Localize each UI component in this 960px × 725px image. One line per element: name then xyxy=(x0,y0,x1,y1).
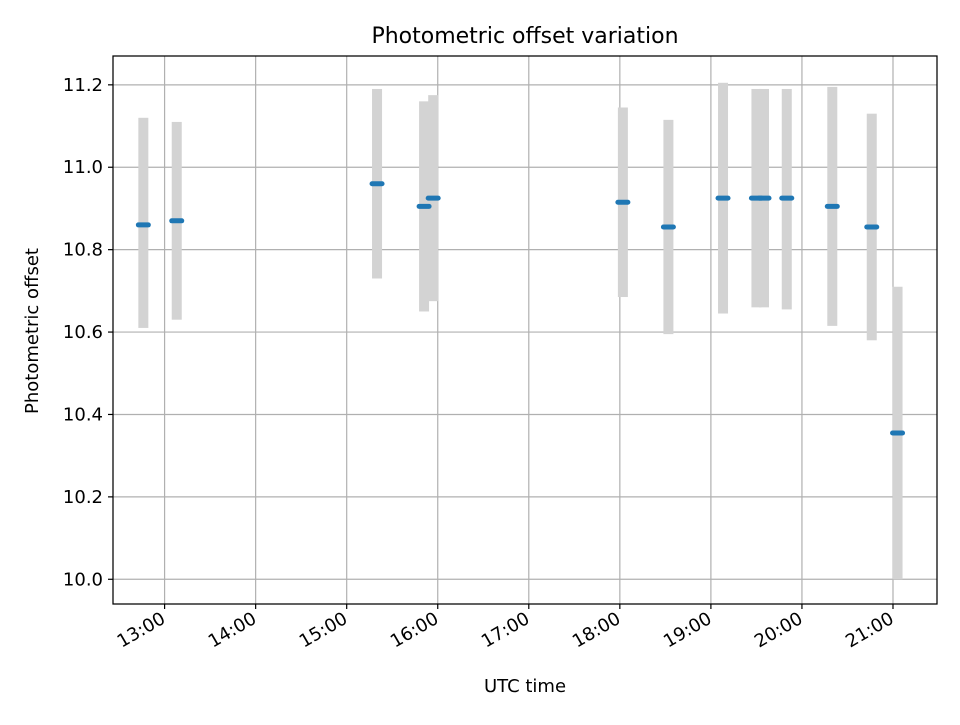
plot-frame xyxy=(112,55,938,605)
y-axis-label: Photometric offset xyxy=(22,248,43,414)
chart-title: Photometric offset variation xyxy=(371,24,678,49)
y-tick-label: 11.0 xyxy=(63,157,103,178)
y-tick-label: 10.8 xyxy=(63,240,103,261)
markers xyxy=(135,181,906,436)
y-tick-label: 11.2 xyxy=(63,75,103,96)
y-tick-label: 10.6 xyxy=(63,322,103,343)
y-tick-label: 10.4 xyxy=(63,404,103,425)
y-axis-ticks: 10.0 10.2 10.4 10.6 10.8 11.0 11.2 xyxy=(63,75,113,590)
x-axis-label: UTC time xyxy=(484,676,566,697)
y-tick-label: 10.0 xyxy=(63,569,103,590)
y-tick-label: 10.2 xyxy=(63,487,103,508)
